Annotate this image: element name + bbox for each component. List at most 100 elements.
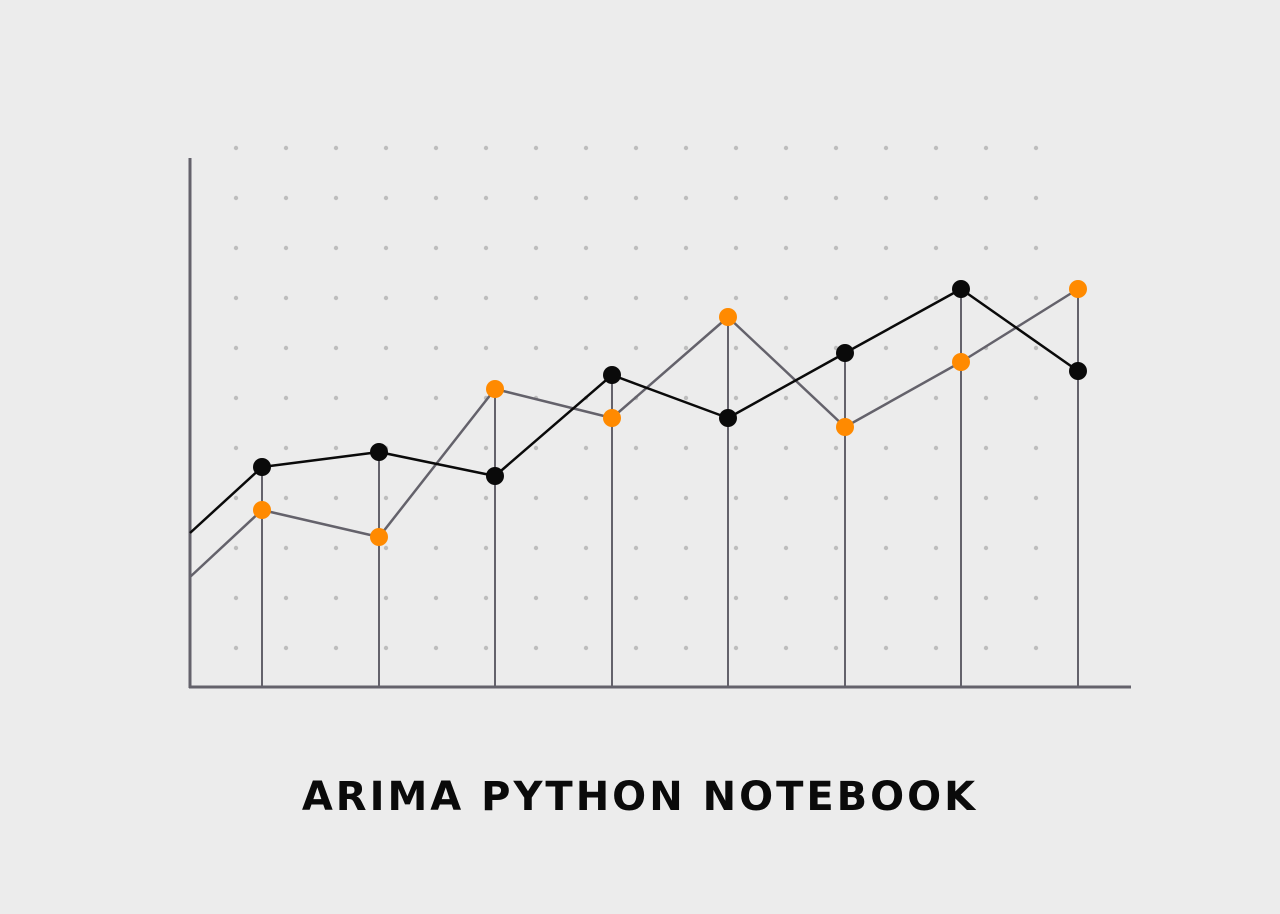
grid-dot: [783, 445, 789, 451]
grid-dot: [233, 445, 239, 451]
grid-dot: [483, 295, 489, 301]
grid-dot: [383, 295, 389, 301]
grid-dot: [733, 295, 739, 301]
grid-dot: [533, 195, 539, 201]
grid-dot: [483, 345, 489, 351]
grid-dot: [833, 195, 839, 201]
grid-dot: [583, 245, 589, 251]
grid-dot: [983, 245, 989, 251]
grid-dot: [483, 545, 489, 551]
grid-dot: [833, 445, 839, 451]
grid-dot: [583, 295, 589, 301]
grid-dot: [383, 195, 389, 201]
grid-dot: [283, 445, 289, 451]
grid-dot: [233, 245, 239, 251]
grid-dot: [983, 495, 989, 501]
grid-dot: [533, 445, 539, 451]
grid-dot: [233, 145, 239, 151]
grid-dot: [283, 495, 289, 501]
grid-dot: [1033, 645, 1039, 651]
grid-dot: [833, 495, 839, 501]
grid-dot: [533, 295, 539, 301]
grid-dot: [983, 145, 989, 151]
grid-dot: [283, 245, 289, 251]
grid-dot: [333, 345, 339, 351]
grid-dot: [1033, 445, 1039, 451]
grid-dot: [883, 295, 889, 301]
grid-dot: [983, 395, 989, 401]
grid-dot: [383, 345, 389, 351]
grid-dot: [833, 545, 839, 551]
grid-dot: [1033, 145, 1039, 151]
grid-dot: [683, 495, 689, 501]
grid-dot: [633, 445, 639, 451]
grid-dot: [1033, 195, 1039, 201]
grid-dot: [233, 195, 239, 201]
grid-dot: [733, 245, 739, 251]
grid-dot: [983, 445, 989, 451]
grid-dot: [233, 495, 239, 501]
grid-dot: [383, 495, 389, 501]
grid-dot: [1033, 345, 1039, 351]
grid-dot: [583, 145, 589, 151]
grid-dot: [633, 545, 639, 551]
data-point-marker: [952, 353, 970, 371]
grid-dot: [683, 645, 689, 651]
grid-dot: [933, 495, 939, 501]
grid-dot: [333, 145, 339, 151]
data-point-marker: [603, 409, 621, 427]
grid-dot: [633, 295, 639, 301]
grid-dot: [933, 245, 939, 251]
grid-dot: [833, 295, 839, 301]
grid-dot: [1033, 495, 1039, 501]
grid-dot: [933, 595, 939, 601]
grid-dot: [433, 195, 439, 201]
grid-dot: [533, 645, 539, 651]
grid-dot: [683, 445, 689, 451]
grid-dot: [733, 395, 739, 401]
grid-dot: [533, 595, 539, 601]
grid-dot: [433, 445, 439, 451]
grid-dot: [683, 295, 689, 301]
grid-dot: [583, 595, 589, 601]
grid-dot: [683, 345, 689, 351]
grid-dot: [783, 645, 789, 651]
grid-dot: [983, 195, 989, 201]
grid-dot: [633, 345, 639, 351]
series-black: [189, 280, 1087, 534]
grid-dot: [733, 545, 739, 551]
grid-dot: [433, 545, 439, 551]
grid-dot: [633, 495, 639, 501]
grid-dot: [1033, 395, 1039, 401]
grid-dot: [783, 295, 789, 301]
grid-dot: [533, 145, 539, 151]
grid-dot: [283, 145, 289, 151]
grid-dot: [783, 245, 789, 251]
grid-dot: [783, 545, 789, 551]
data-point-marker: [253, 501, 271, 519]
grid-dot: [833, 245, 839, 251]
grid-dot: [483, 145, 489, 151]
grid-dot: [333, 545, 339, 551]
grid-dot: [833, 145, 839, 151]
series-line: [189, 287, 1079, 534]
data-point-marker: [603, 366, 621, 384]
grid-dot: [1033, 545, 1039, 551]
grid-dot: [633, 245, 639, 251]
grid-dot: [433, 295, 439, 301]
grid-dot: [833, 595, 839, 601]
grid-dot: [883, 495, 889, 501]
grid-dot: [283, 195, 289, 201]
grid-dot: [383, 545, 389, 551]
grid-dot: [683, 545, 689, 551]
grid-dot: [283, 345, 289, 351]
grid-dot: [483, 245, 489, 251]
grid-dot: [883, 195, 889, 201]
grid-dot: [433, 395, 439, 401]
grid-dot: [283, 645, 289, 651]
data-point-marker: [370, 528, 388, 546]
grid-dot: [683, 595, 689, 601]
grid-dot: [633, 145, 639, 151]
grid-dot: [883, 445, 889, 451]
